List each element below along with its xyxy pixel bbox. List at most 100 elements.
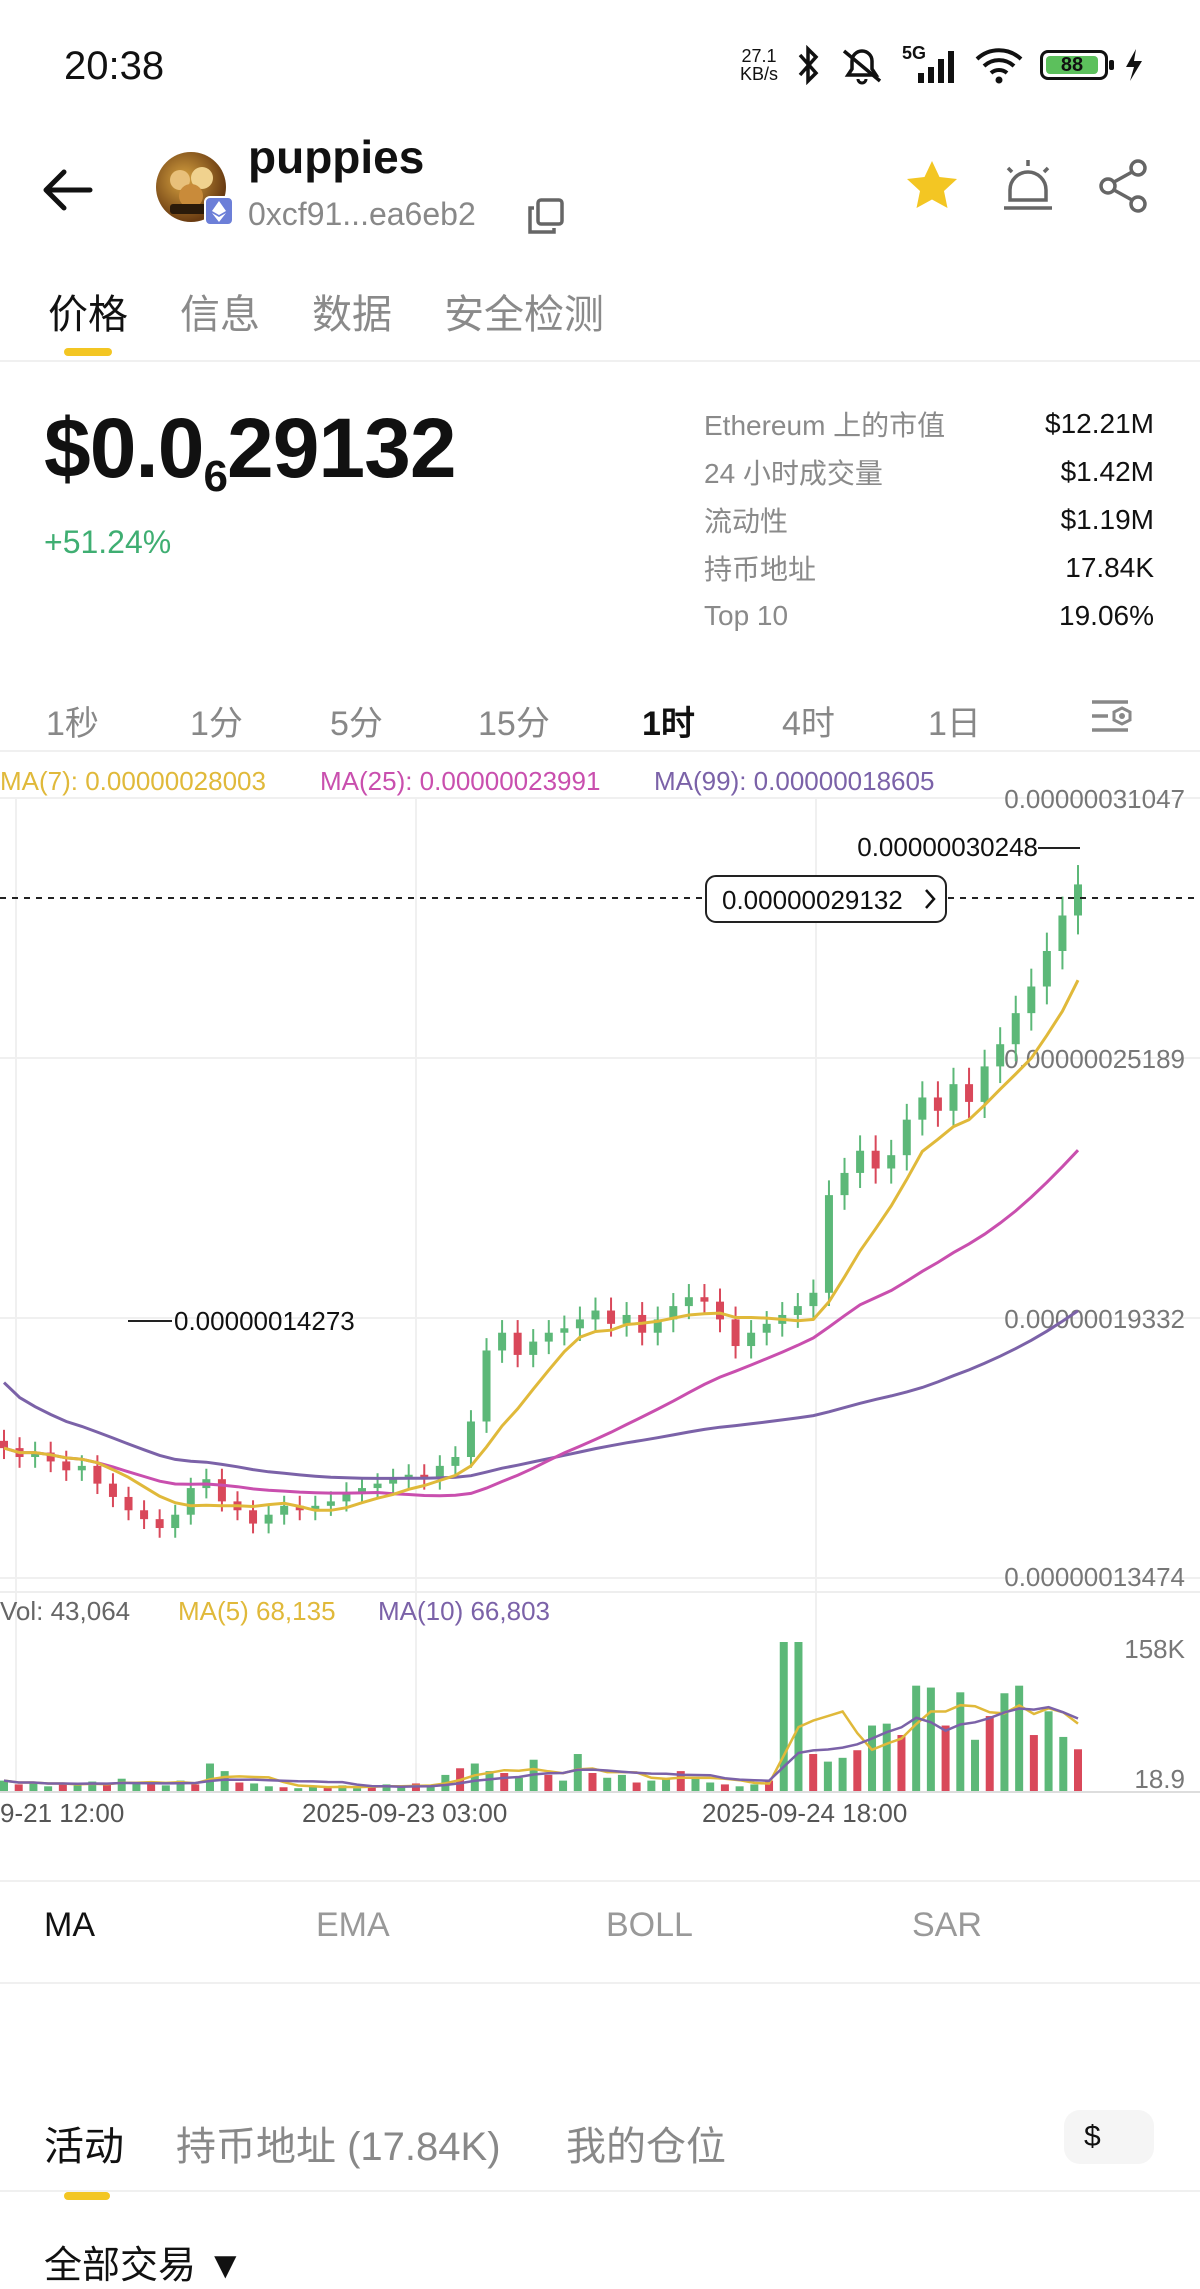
- interval-1d[interactable]: 1日: [928, 705, 981, 743]
- interval-selector: 1秒 1分 5分 15分 1时 4时 1日: [0, 680, 1200, 752]
- volume-bar: [294, 1788, 303, 1792]
- candle: [529, 1341, 538, 1355]
- active-activity-indicator: [64, 2192, 110, 2200]
- tab-security[interactable]: 安全检测: [444, 293, 604, 337]
- indicator-ema[interactable]: EMA: [316, 1906, 390, 1944]
- volume-bar: [632, 1782, 641, 1792]
- volume-bar: [0, 1780, 8, 1792]
- volume-bar: [161, 1785, 170, 1792]
- candle: [996, 1044, 1005, 1067]
- indicator-ma[interactable]: MA: [44, 1906, 95, 1944]
- volume-bar: [411, 1783, 420, 1792]
- tab-info[interactable]: 信息: [180, 293, 260, 337]
- volume-bar: [147, 1782, 156, 1792]
- candle: [482, 1350, 491, 1422]
- volume-bar: [426, 1786, 435, 1792]
- candle: [575, 1319, 584, 1329]
- tab-holders[interactable]: 持币地址 (17.84K): [176, 2125, 501, 2169]
- volume-bar: [14, 1784, 23, 1792]
- star-icon[interactable]: [902, 156, 962, 216]
- net-speed: 27.1 KB/s: [740, 47, 778, 83]
- volume-bar: [220, 1771, 229, 1792]
- price-alert-icon[interactable]: [996, 156, 1060, 216]
- candle: [77, 1465, 86, 1471]
- y-tick-label: 0.00000025189: [1004, 1044, 1185, 1074]
- share-icon[interactable]: [1094, 156, 1154, 216]
- volume-bar: [250, 1783, 259, 1792]
- candle: [342, 1492, 351, 1502]
- volume-bar: [897, 1735, 906, 1792]
- current-price-label: 0.00000029132: [722, 885, 903, 915]
- tab-data[interactable]: 数据: [312, 293, 392, 337]
- volume-bar: [514, 1777, 523, 1792]
- interval-15m[interactable]: 15分: [478, 705, 550, 743]
- stat-volume-24h: 24 小时成交量 $1.42M: [704, 448, 1154, 496]
- y-tick-label: 0.00000031047: [1004, 784, 1185, 814]
- indicator-boll[interactable]: BOLL: [606, 1906, 693, 1944]
- net-speed-value: 27.1: [741, 46, 777, 66]
- volume-bar: [397, 1787, 406, 1792]
- volume-bar: [838, 1757, 847, 1792]
- interval-1m[interactable]: 1分: [190, 705, 243, 743]
- volume-bar: [868, 1725, 877, 1792]
- candle: [1042, 950, 1051, 987]
- ma25-line: [3, 1149, 1080, 1498]
- volume-bar: [912, 1685, 921, 1792]
- volume-bar: [706, 1782, 715, 1792]
- candle: [607, 1310, 616, 1324]
- candle: [451, 1457, 460, 1466]
- volume-bar: [1029, 1735, 1038, 1792]
- volume-bar: [779, 1642, 788, 1792]
- stat-value: $12.21M: [1045, 408, 1154, 439]
- candle: [716, 1301, 724, 1320]
- indicator-sar[interactable]: SAR: [912, 1906, 982, 1944]
- candle: [93, 1465, 102, 1484]
- interval-1s[interactable]: 1秒: [46, 705, 99, 743]
- network-type: 5G: [902, 43, 927, 63]
- volume-bar: [117, 1778, 126, 1792]
- battery-level: 88: [1046, 55, 1098, 75]
- tab-price[interactable]: 价格: [48, 293, 128, 337]
- chart-settings-icon[interactable]: [1088, 694, 1138, 740]
- interval-4h[interactable]: 4时: [782, 705, 835, 743]
- volume-bar: [1059, 1736, 1068, 1792]
- volume-ma5-legend: MA(5) 68,135: [178, 1596, 336, 1626]
- volume-bar: [485, 1771, 494, 1792]
- candle: [264, 1514, 273, 1524]
- volume-ma10-legend: MA(10) 66,803: [378, 1596, 550, 1626]
- volume-bar: [985, 1716, 994, 1792]
- volume-bar: [323, 1787, 332, 1792]
- candle: [544, 1332, 553, 1342]
- price-chart[interactable]: MA(7): 0.00000028003 MA(25): 0.000000239…: [0, 752, 1200, 1877]
- x-tick-label: 2025-09-23 03:00: [302, 1798, 507, 1828]
- candlestick-chart[interactable]: MA(7): 0.00000028003 MA(25): 0.000000239…: [0, 752, 1200, 1877]
- volume-bar: [367, 1786, 376, 1792]
- stat-value: $1.42M: [1060, 456, 1154, 487]
- volume-bar: [308, 1786, 317, 1792]
- candle: [1058, 915, 1067, 951]
- currency-toggle[interactable]: $: [1064, 2110, 1154, 2164]
- tab-my-position[interactable]: 我的仓位: [566, 2125, 726, 2169]
- trade-filter-dropdown[interactable]: 全部交易 ▼: [44, 2245, 245, 2287]
- current-price-tag[interactable]: [705, 875, 947, 923]
- tab-activity[interactable]: 活动: [44, 2125, 124, 2169]
- copy-icon[interactable]: [526, 196, 566, 236]
- stat-label: 持币地址: [704, 554, 817, 585]
- interval-5m[interactable]: 5分: [330, 705, 383, 743]
- status-time: 20:38: [64, 44, 165, 88]
- volume-bar: [191, 1784, 200, 1792]
- net-speed-unit: KB/s: [739, 64, 778, 84]
- candle: [622, 1314, 631, 1324]
- candle: [358, 1488, 366, 1493]
- volume-bar: [573, 1754, 582, 1792]
- volume-bar: [588, 1773, 597, 1792]
- volume-bar: [382, 1784, 391, 1792]
- candle: [1011, 1013, 1020, 1045]
- volume-bar: [500, 1773, 509, 1792]
- candle: [108, 1483, 117, 1497]
- volume-bar: [882, 1723, 891, 1792]
- candle: [560, 1328, 569, 1333]
- interval-1h[interactable]: 1时: [642, 705, 695, 743]
- back-arrow-icon[interactable]: [38, 160, 98, 220]
- candle: [840, 1172, 849, 1196]
